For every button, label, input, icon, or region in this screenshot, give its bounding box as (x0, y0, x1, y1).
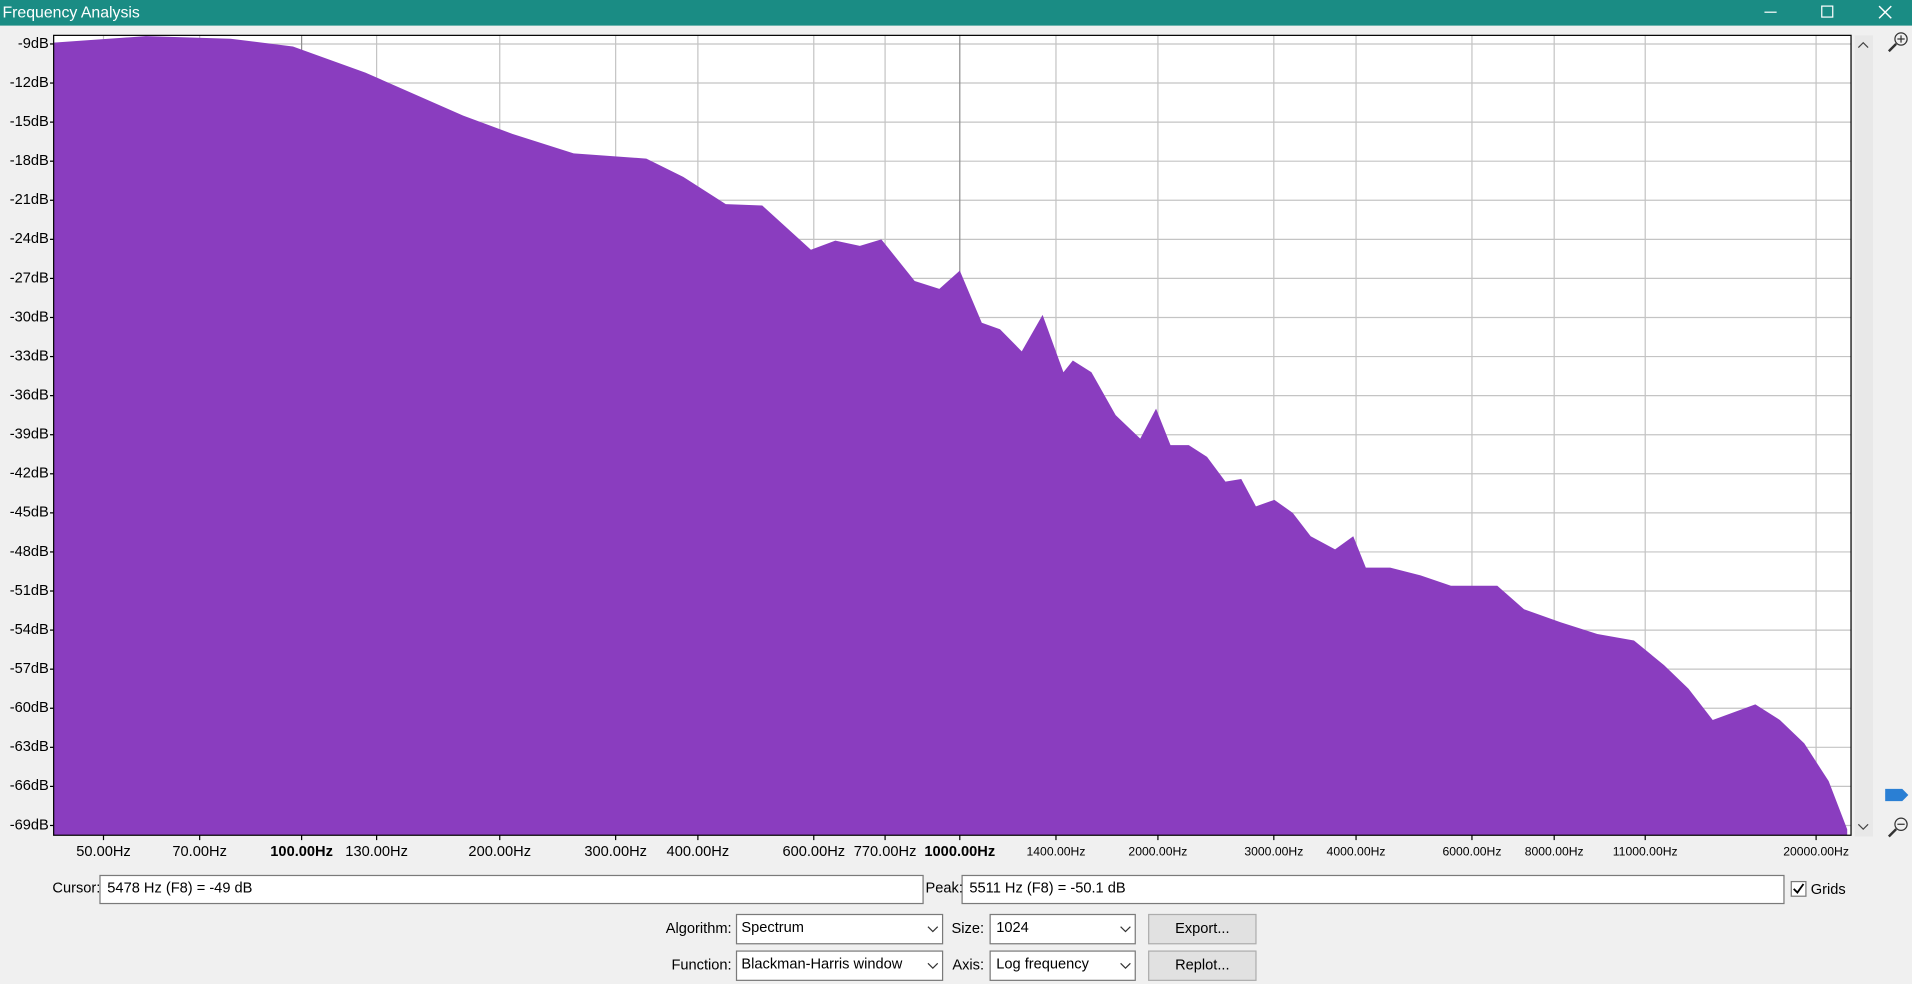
dropdown-arrow (1120, 926, 1131, 933)
y-tick-label: -12dB (10, 75, 49, 91)
cursor-box (99, 874, 924, 905)
y-tick-label: -69dB (10, 817, 49, 833)
spectrum (53, 36, 1848, 836)
y-tick-label: -33dB (10, 348, 49, 364)
y-tick-label: -48dB (10, 544, 49, 560)
dropdown-arrow (1120, 962, 1131, 970)
cursor-label: Cursor: (52, 881, 100, 897)
x-tick-label: 50.00Hz (76, 844, 130, 860)
algorithm-label: Algorithm: (666, 921, 732, 937)
restore-button[interactable] (1821, 5, 1834, 18)
y-tick-label: -42dB (10, 466, 49, 482)
y-tick-label: -15dB (10, 114, 49, 130)
cursor-value: 5478 Hz (F8) = -49 dB (107, 881, 252, 897)
x-tick-label: 11000.00Hz (1613, 845, 1678, 859)
y-tick-label: -63dB (10, 739, 49, 755)
dropdown-arrow (927, 962, 939, 970)
size-value: 1024 (996, 920, 1029, 936)
x-tick-label: 300.00Hz (584, 844, 647, 860)
function-label: Function: (671, 958, 731, 974)
slider-up[interactable] (1857, 41, 1869, 48)
x-tick-label: 1000.00Hz (924, 844, 995, 860)
plot-border (53, 34, 1852, 836)
x-tick-label: 3000.00Hz (1244, 845, 1303, 859)
ticks: -9dB -12dB -15dB -18dB -21dB -24dB -27dB -30dB -… (10, 36, 1849, 860)
x-tick-label: 20000.00Hz (1783, 845, 1849, 859)
x-tick-label: 8000.00Hz (1525, 845, 1584, 859)
y-tick-label: -60dB (10, 700, 49, 716)
peak-value: 5511 Hz (F8) = -50.1 dB (969, 881, 1125, 897)
grids-checkbox[interactable] (1790, 880, 1807, 897)
y-tick-label: -57dB (10, 661, 49, 677)
peak-box (961, 874, 1785, 905)
export-button[interactable] (1148, 913, 1257, 945)
y-tick-label: -24dB (10, 231, 49, 247)
y-tick-label: -54dB (10, 622, 49, 638)
x-tick-label: 770.00Hz (854, 844, 917, 860)
zoom-slider[interactable] (1854, 35, 1873, 837)
x-tick-label: 400.00Hz (667, 844, 730, 860)
x-tick-label: 6000.00Hz (1442, 845, 1501, 859)
y-tick-label: -39dB (10, 427, 49, 443)
y-tick-label: -45dB (10, 505, 49, 521)
y-tick-label: -21dB (10, 192, 49, 208)
grids-label: Grids (1811, 882, 1846, 898)
spectrum-area (53, 36, 1848, 836)
x-tick-label: 100.00Hz (270, 844, 333, 860)
replot-button[interactable] (1148, 950, 1257, 981)
grids-check (1793, 883, 1805, 894)
x-tick-label: 70.00Hz (172, 844, 226, 860)
y-tick-label: -36dB (10, 387, 49, 403)
algorithm-select[interactable] (735, 913, 944, 945)
axis-select[interactable] (989, 950, 1136, 981)
export-label: Export... (1175, 921, 1229, 937)
title-bar (0, 0, 1912, 26)
size-label: Size: (952, 921, 985, 937)
y-tick-label: -18dB (10, 153, 49, 169)
x-tick-label: 200.00Hz (468, 844, 531, 860)
dropdown-arrow (927, 926, 939, 933)
y-tick-label: -30dB (10, 309, 49, 325)
algorithm-value: Spectrum (741, 920, 804, 936)
size-select[interactable] (989, 913, 1136, 945)
function-select[interactable] (735, 950, 944, 981)
axis-value: Log frequency (996, 956, 1089, 972)
replot-label: Replot... (1175, 958, 1229, 974)
y-tick-label: -27dB (10, 270, 49, 286)
slider-down[interactable] (1857, 823, 1869, 831)
y-tick-label: -9dB (18, 36, 49, 52)
close-button[interactable] (1878, 5, 1892, 19)
function-value: Blackman-Harris window (741, 956, 902, 972)
y-tick-label: -51dB (10, 583, 49, 599)
x-tick-label: 1400.00Hz (1026, 845, 1085, 859)
x-tick-label: 600.00Hz (782, 844, 845, 860)
zoom-out-icon[interactable] (1887, 817, 1908, 838)
peak-label: Peak: (926, 881, 963, 897)
x-tick-label: 4000.00Hz (1327, 845, 1386, 859)
window-title: Frequency Analysis (2, 5, 139, 22)
axis-label: Axis: (952, 958, 984, 974)
zoom-in-icon[interactable] (1887, 32, 1908, 53)
y-tick-label: -66dB (10, 778, 49, 794)
x-tick-label: 130.00Hz (345, 844, 408, 860)
slider-thumb[interactable] (1885, 788, 1909, 802)
x-tick-label: 2000.00Hz (1128, 845, 1187, 859)
